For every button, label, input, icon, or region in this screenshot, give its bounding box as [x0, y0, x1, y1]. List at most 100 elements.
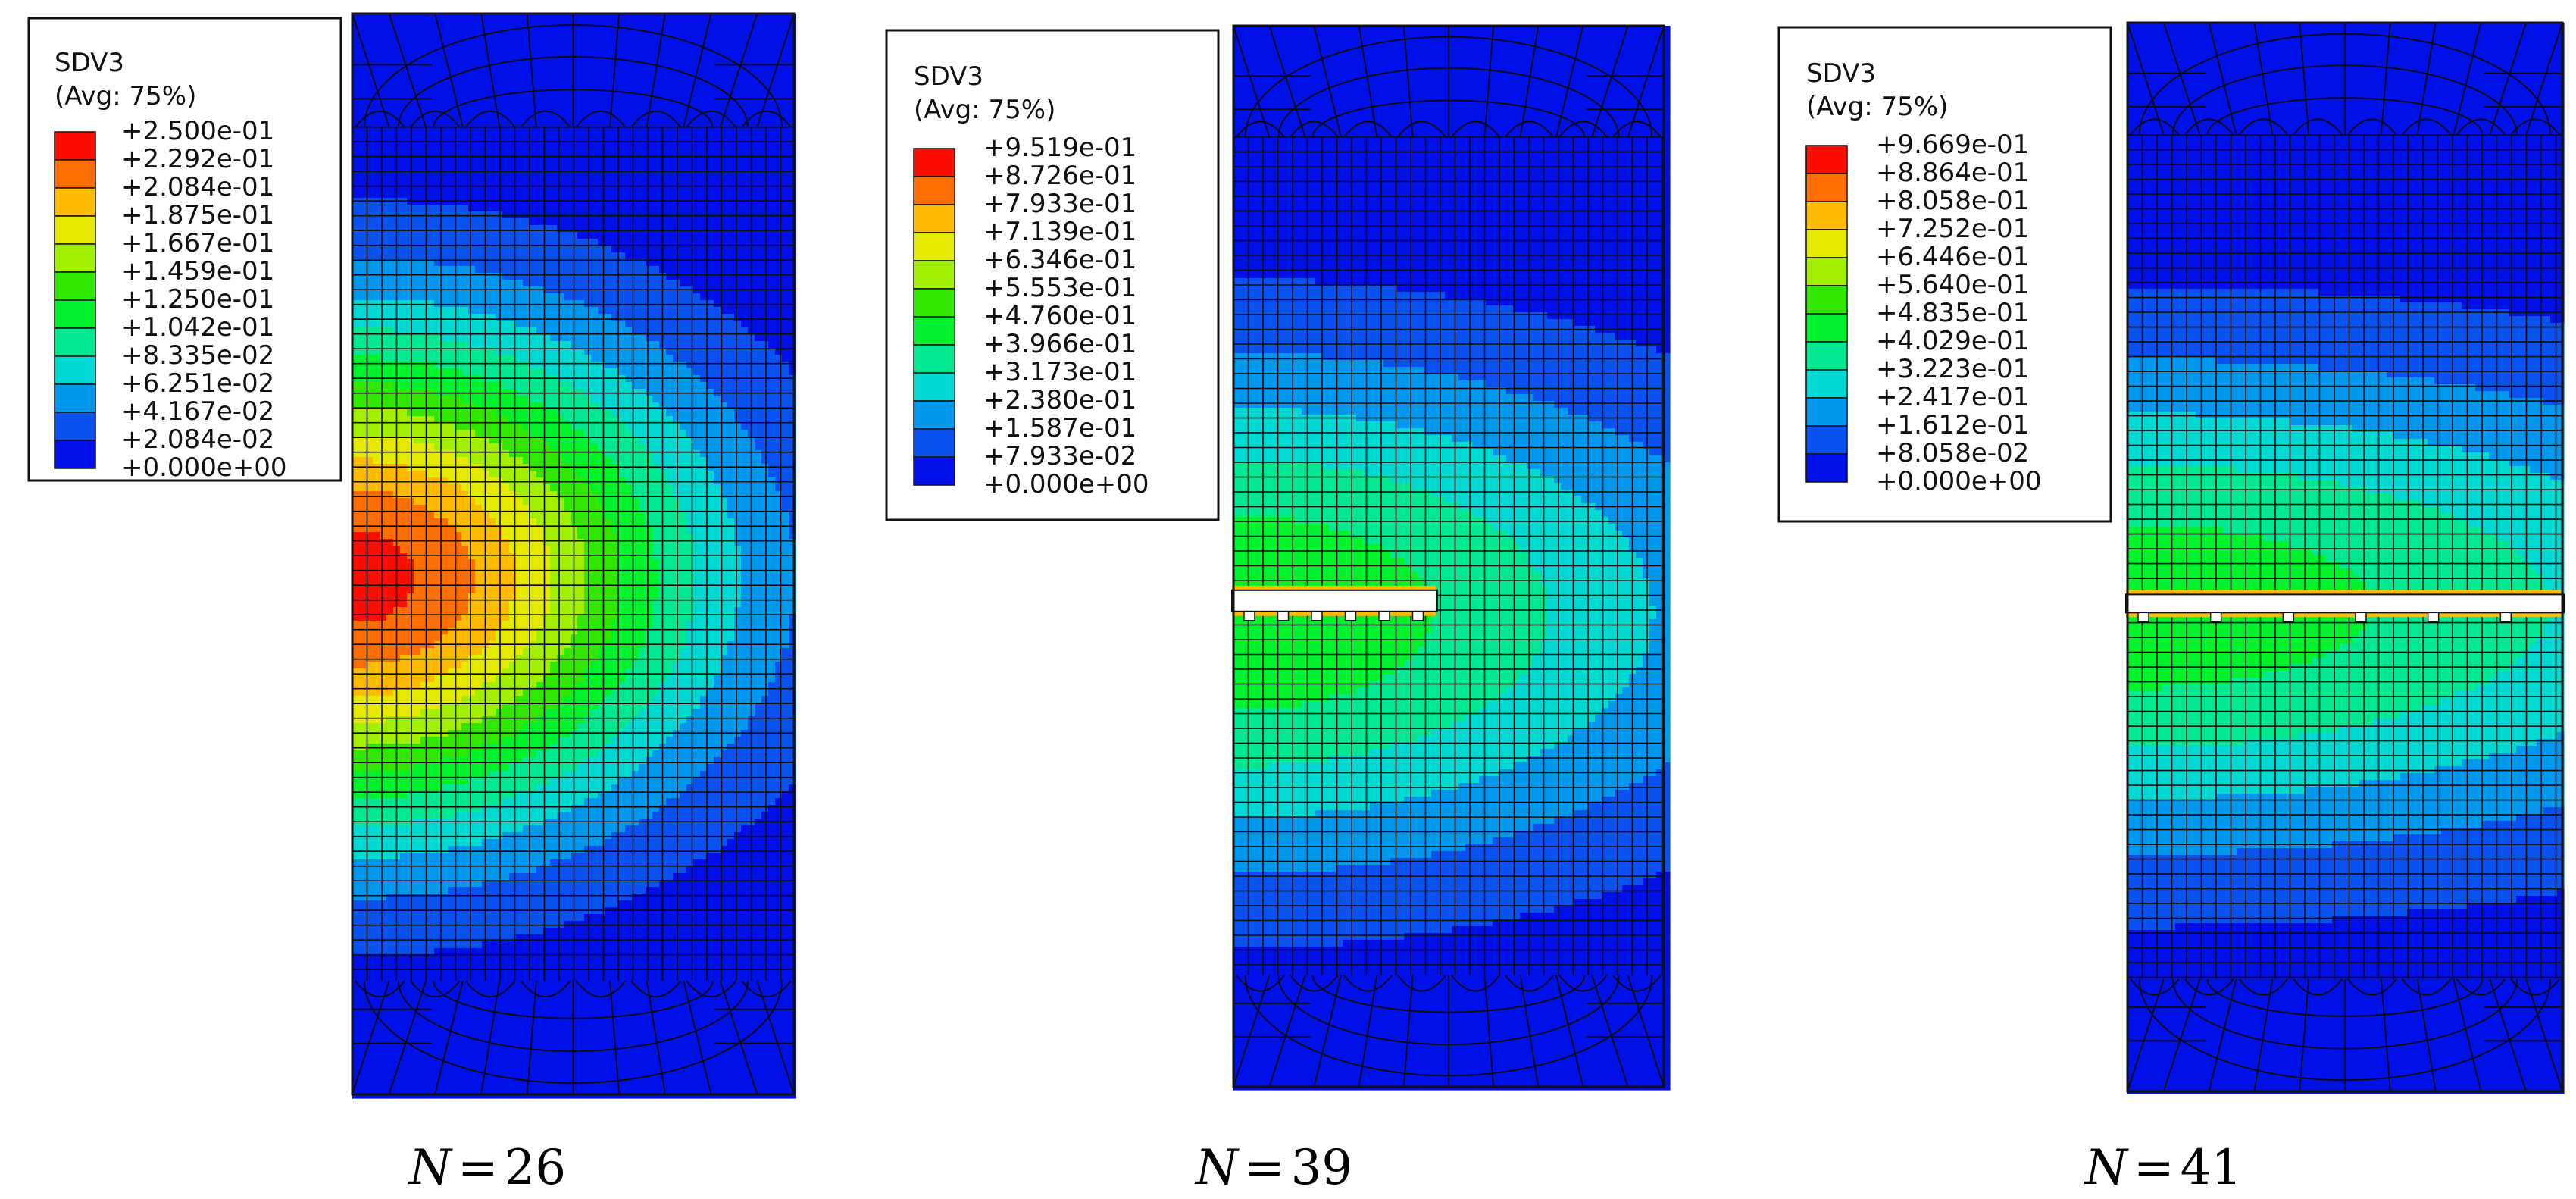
- legend-value: +9.519e-01: [983, 133, 1136, 163]
- legend-color-bar: [1806, 146, 1847, 482]
- legend-swatch: [1806, 342, 1847, 370]
- legend-value: +1.587e-01: [983, 413, 1136, 443]
- legend-swatch: [1806, 202, 1847, 230]
- legend-value: +5.640e-01: [1876, 270, 2029, 300]
- legend-swatch: [55, 384, 95, 412]
- legend-value: +2.417e-01: [1876, 382, 2029, 412]
- legend-swatch: [914, 205, 955, 233]
- legend-value: +7.933e-02: [983, 441, 1136, 471]
- legend-value: +0.000e+00: [121, 452, 287, 483]
- legend-swatch: [1806, 146, 1847, 174]
- caption-equals: =: [1244, 1140, 1285, 1196]
- legend-swatch: [914, 233, 955, 261]
- legend-swatch: [914, 289, 955, 317]
- legend-value: +7.252e-01: [1876, 214, 2029, 244]
- legend-box-2: SDV3 (Avg: 75%) +9.519e-01 +8.726e-01 +7…: [886, 30, 1218, 520]
- legend-swatch: [1806, 398, 1847, 426]
- legend-value: +5.553e-01: [983, 273, 1136, 303]
- caption-value: 39: [1291, 1140, 1352, 1196]
- legend-value: +4.167e-02: [121, 396, 274, 427]
- legend-swatch: [55, 356, 95, 384]
- contour-field: [1233, 26, 1671, 1091]
- legend-value: +1.612e-01: [1876, 410, 2029, 440]
- caption-equals: =: [2134, 1140, 2174, 1196]
- legend-swatch: [914, 401, 955, 429]
- legend-value: +7.139e-01: [983, 217, 1136, 247]
- legend-swatch: [1806, 174, 1847, 202]
- caption-value: 41: [2181, 1140, 2242, 1196]
- legend-color-bar: [914, 149, 955, 485]
- caption-symbol: N: [408, 1140, 453, 1196]
- legend-swatch: [55, 328, 95, 356]
- legend-swatch: [914, 457, 955, 485]
- legend-variable-label: SDV3: [914, 61, 983, 92]
- legend-value: +8.058e-01: [1876, 186, 2029, 216]
- legend-value: +2.084e-01: [121, 172, 274, 202]
- legend-value: +2.292e-01: [121, 144, 274, 174]
- legend-swatch: [914, 317, 955, 345]
- legend-variable-label: SDV3: [1806, 58, 1876, 89]
- legend-swatch: [1806, 230, 1847, 258]
- legend-color-bar: [55, 132, 95, 468]
- legend-value: +8.335e-02: [121, 340, 274, 371]
- legend-box-3: SDV3 (Avg: 75%) +9.669e-01 +8.864e-01 +8…: [1779, 27, 2111, 521]
- legend-swatch: [1806, 426, 1847, 454]
- legend-value: +3.966e-01: [983, 329, 1136, 359]
- crack: [2126, 590, 2564, 621]
- legend-swatch: [914, 261, 955, 289]
- legend-swatch: [1806, 454, 1847, 482]
- legend-value: +4.029e-01: [1876, 326, 2029, 356]
- legend-swatch: [55, 272, 95, 300]
- legend-averaging-label: (Avg: 75%): [914, 95, 1055, 125]
- legend-swatch: [55, 216, 95, 244]
- legend-swatch: [914, 345, 955, 373]
- legend-swatch: [55, 412, 95, 440]
- legend-averaging-label: (Avg: 75%): [1806, 92, 1948, 122]
- legend-swatch: [914, 373, 955, 401]
- legend-value: +8.864e-01: [1876, 158, 2029, 188]
- caption-symbol: N: [2084, 1140, 2129, 1196]
- legend-box-1: SDV3 (Avg: 75%) +2.500e-01 +2.292e-01 +2…: [29, 18, 341, 483]
- legend-swatch: [1806, 370, 1847, 398]
- legend-value: +3.223e-01: [1876, 354, 2029, 384]
- legend-value: +9.669e-01: [1876, 130, 2029, 160]
- legend-swatch: [914, 149, 955, 177]
- caption-2: N = 39: [1194, 1140, 1352, 1196]
- legend-swatch: [1806, 258, 1847, 286]
- caption-value: 26: [505, 1140, 566, 1196]
- legend-value: +8.726e-01: [983, 161, 1136, 191]
- legend-value: +2.380e-01: [983, 385, 1136, 415]
- legend-value: +1.875e-01: [121, 200, 274, 230]
- caption-symbol: N: [1194, 1140, 1240, 1196]
- legend-swatch: [55, 132, 95, 160]
- panel-3: SDV3 (Avg: 75%) +9.669e-01 +8.864e-01 +8…: [1779, 23, 2565, 1196]
- legend-swatch: [914, 429, 955, 457]
- legend-value: +0.000e+00: [983, 469, 1149, 499]
- legend-swatch: [55, 440, 95, 468]
- caption-equals: =: [458, 1140, 499, 1196]
- caption-3: N = 41: [2084, 1140, 2242, 1196]
- legend-value: +2.084e-02: [121, 424, 274, 455]
- legend-swatch: [55, 160, 95, 188]
- legend-value: +1.042e-01: [121, 312, 274, 343]
- legend-value: +1.667e-01: [121, 228, 274, 258]
- legend-swatch: [914, 177, 955, 205]
- legend-averaging-label: (Avg: 75%): [55, 81, 196, 111]
- legend-value: +2.500e-01: [121, 116, 274, 146]
- panel-1: SDV3 (Avg: 75%) +2.500e-01 +2.292e-01 +2…: [29, 14, 796, 1196]
- legend-value: +6.346e-01: [983, 245, 1136, 275]
- caption-1: N = 26: [408, 1140, 566, 1196]
- legend-values: +9.519e-01 +8.726e-01 +7.933e-01 +7.139e…: [983, 133, 1149, 499]
- legend-value: +1.250e-01: [121, 284, 274, 315]
- crack: [1232, 586, 1437, 621]
- legend-value: +4.760e-01: [983, 301, 1136, 331]
- contour-plot-1: [352, 14, 796, 1099]
- legend-values: +9.669e-01 +8.864e-01 +8.058e-01 +7.252e…: [1876, 130, 2042, 496]
- legend-value: +1.459e-01: [121, 256, 274, 286]
- contour-plot-2: [1232, 26, 1671, 1091]
- legend-value: +6.251e-02: [121, 368, 274, 399]
- legend-value: +3.173e-01: [983, 357, 1136, 387]
- legend-swatch: [55, 244, 95, 272]
- legend-value: +0.000e+00: [1876, 466, 2042, 496]
